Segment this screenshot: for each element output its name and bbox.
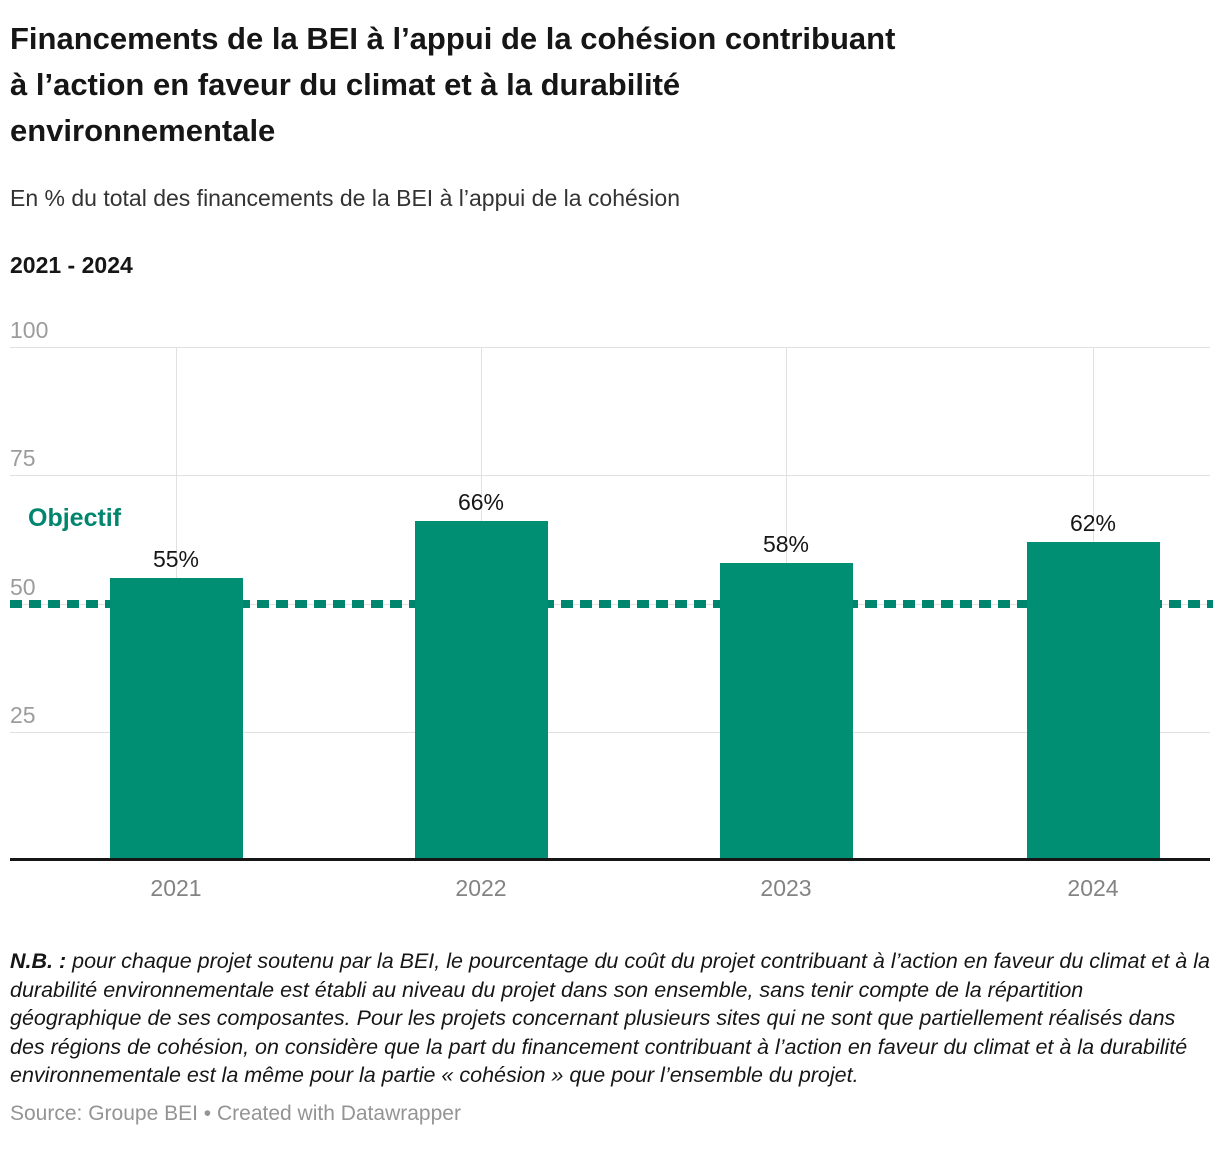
x-tick-label: 2023 bbox=[760, 875, 812, 901]
x-axis-line bbox=[10, 858, 1210, 861]
chart-title-line-1: Financements de la BEI à l’appui de la c… bbox=[10, 21, 896, 56]
y-tick-label: 50 bbox=[10, 573, 36, 600]
bar-value-label: 55% bbox=[152, 545, 200, 572]
bar-2024 bbox=[1026, 541, 1160, 860]
bar-2021 bbox=[109, 577, 243, 860]
y-gridline bbox=[10, 347, 1210, 348]
chart-title: Financements de la BEI à l’appui de la c… bbox=[10, 16, 1210, 154]
y-tick-label: 100 bbox=[10, 317, 49, 343]
bar-value-label: 62% bbox=[1069, 509, 1117, 536]
bar-2023 bbox=[719, 562, 853, 860]
datawrapper-credit-link[interactable]: Created with Datawrapper bbox=[216, 1101, 461, 1125]
chart-header: Financements de la BEI à l’appui de la c… bbox=[0, 0, 1220, 279]
target-line-label: Objectif bbox=[28, 504, 122, 532]
bar-value-label: 66% bbox=[457, 489, 505, 516]
chart-title-line-2: à l’action en faveur du climat et à la d… bbox=[10, 67, 681, 102]
source-separator: • bbox=[197, 1101, 217, 1125]
source-link[interactable]: Groupe BEI bbox=[88, 1101, 198, 1125]
footnote-prefix: N.B. : bbox=[10, 949, 67, 973]
x-tick-label: 2024 bbox=[1067, 875, 1119, 901]
y-gridline bbox=[10, 731, 1210, 733]
x-tick-label: 2022 bbox=[455, 875, 507, 901]
y-tick-label: 25 bbox=[10, 701, 36, 728]
bar-chart: Objectif 100 75 50 25 55% 2021 66% 2022 58% 2023 6… bbox=[0, 289, 1220, 902]
y-gridline bbox=[10, 475, 1210, 477]
bar-2022 bbox=[414, 521, 548, 860]
source-label: Source: bbox=[10, 1101, 89, 1125]
y-tick-label: 75 bbox=[10, 445, 36, 472]
x-tick-label: 2021 bbox=[150, 875, 202, 901]
source-line: Source: Groupe BEI • Created with Datawr… bbox=[10, 1101, 1210, 1127]
footnote: N.B. : pour chaque projet soutenu par la… bbox=[10, 947, 1210, 1090]
footnote-text: pour chaque projet soutenu par la BEI, l… bbox=[10, 949, 1210, 1087]
chart-subtitle: En % du total des financements de la BEI… bbox=[10, 185, 680, 211]
bar-value-label: 58% bbox=[762, 530, 810, 557]
chart-title-line-3: environnementale bbox=[10, 113, 276, 148]
target-dashed-line bbox=[10, 599, 1213, 608]
date-range-label: 2021 - 2024 bbox=[10, 252, 133, 278]
